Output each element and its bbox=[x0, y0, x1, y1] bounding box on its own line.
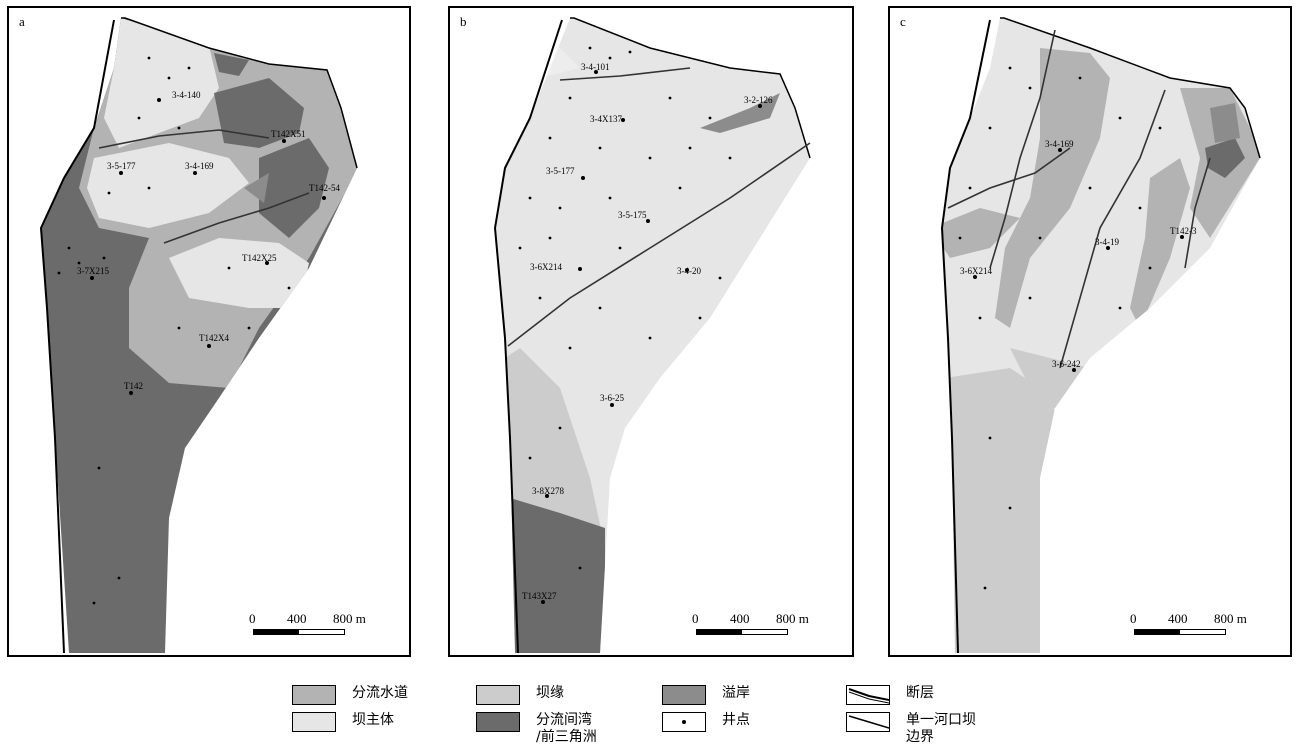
scale-max: 800 m bbox=[776, 611, 809, 626]
well-label: 3-4-101 bbox=[581, 62, 610, 72]
channel-area bbox=[942, 208, 1020, 258]
map-a-canvas bbox=[39, 17, 358, 654]
map-c-canvas bbox=[940, 17, 1261, 654]
fault-symbol-icon bbox=[846, 685, 890, 705]
overbank-swatch bbox=[662, 685, 706, 705]
legend-label: 坝缘 bbox=[536, 685, 564, 701]
legend-label: 溢岸 bbox=[722, 685, 750, 701]
well-label: 3-4-169 bbox=[1045, 139, 1074, 149]
bar-boundary-line bbox=[947, 147, 1071, 209]
well-dot-icon bbox=[662, 712, 706, 732]
fault-line bbox=[940, 19, 991, 654]
fault-line bbox=[1000, 17, 1261, 159]
well-label: 3-6-242 bbox=[1052, 359, 1081, 369]
well-label: 3-6X214 bbox=[530, 262, 562, 272]
bar-boundary-symbol-icon bbox=[846, 712, 890, 732]
bar-boundary-line bbox=[1184, 157, 1211, 269]
interdistributary-area bbox=[259, 138, 329, 238]
overbank-area bbox=[244, 173, 269, 203]
map-panel-c: c 3-4-169 3-4-19 T142-3 3-6X214 3-6-242 … bbox=[888, 6, 1292, 657]
well-label: 3-2-126 bbox=[744, 95, 773, 105]
well-label: T142-54 bbox=[309, 183, 340, 193]
well-label: T142X4 bbox=[199, 333, 229, 343]
scale-bar: 0 400 800 m bbox=[1130, 611, 1280, 641]
panel-label: b bbox=[460, 14, 467, 29]
main-bar-swatch bbox=[292, 712, 336, 732]
overbank-area bbox=[700, 93, 780, 133]
interdistributary-area bbox=[510, 498, 605, 653]
well-label: 3-8X278 bbox=[532, 486, 564, 496]
legend-label: 井点 bbox=[722, 712, 750, 728]
well-label: T142 bbox=[124, 381, 143, 391]
fault-line bbox=[39, 19, 115, 654]
bar-margin-swatch bbox=[476, 685, 520, 705]
well-label: T142-3 bbox=[1170, 226, 1197, 236]
scale-bar: 0 400 800 m bbox=[249, 611, 399, 641]
fault-line bbox=[570, 17, 811, 159]
well-label: 3-5-177 bbox=[546, 166, 575, 176]
well-label: 3-4-140 bbox=[172, 90, 201, 100]
scale-zero: 0 bbox=[1130, 611, 1137, 626]
well-label: 3-5-177 bbox=[107, 161, 136, 171]
overbank-area bbox=[1210, 103, 1240, 143]
bar-boundary-line bbox=[559, 67, 691, 81]
well-points bbox=[518, 46, 762, 604]
scale-mid: 400 bbox=[730, 611, 750, 626]
channel-area bbox=[995, 48, 1110, 328]
well-points bbox=[57, 56, 326, 605]
well-label: 3-4-19 bbox=[1095, 237, 1119, 247]
scale-mid: 400 bbox=[287, 611, 307, 626]
main-bar-area bbox=[104, 18, 219, 148]
well-label: 3-4X137 bbox=[590, 114, 622, 124]
fault-line bbox=[493, 19, 563, 654]
map-panel-b: b 3-4-101 3-2-126 3-4X137 3-5-177 3-5-17… bbox=[448, 6, 854, 657]
well-label: 3-6X214 bbox=[960, 266, 992, 276]
interdistributary-swatch bbox=[476, 712, 520, 732]
well-points bbox=[958, 66, 1184, 590]
legend-label: 断层 bbox=[906, 685, 934, 701]
scale-bar: 0 400 800 m bbox=[692, 611, 842, 641]
scale-mid: 400 bbox=[1168, 611, 1188, 626]
scale-max: 800 m bbox=[1214, 611, 1247, 626]
bar-boundary-line bbox=[163, 192, 310, 244]
main-bar-area bbox=[169, 238, 309, 308]
map-panel-a: a 3-4-140 T142X51 3-5-177 3-4-169 T142-5… bbox=[7, 6, 411, 657]
bar-boundary-line bbox=[98, 129, 270, 149]
channel-area bbox=[1130, 158, 1190, 328]
well-label: 3-5-175 bbox=[618, 210, 647, 220]
legend-label: 分流水道 bbox=[352, 685, 408, 701]
bar-boundary-line bbox=[989, 29, 1056, 269]
well-label: 3-4-20 bbox=[677, 266, 701, 276]
channel-swatch bbox=[292, 685, 336, 705]
interdistributary-area bbox=[214, 78, 304, 148]
legend-label: 坝主体 bbox=[352, 712, 394, 728]
scale-zero: 0 bbox=[692, 611, 699, 626]
scale-zero: 0 bbox=[249, 611, 256, 626]
well-label: 3-7X215 bbox=[77, 266, 109, 276]
bar-margin-area bbox=[945, 368, 1060, 653]
panel-label: a bbox=[19, 14, 25, 29]
interdistributary-area bbox=[214, 53, 249, 76]
legend-label: 分流间湾 /前三角洲 bbox=[536, 712, 597, 745]
bar-boundary-line bbox=[1059, 89, 1166, 369]
map-b-canvas bbox=[493, 17, 811, 654]
main-bar-area bbox=[87, 143, 249, 228]
well-label: 3-6-25 bbox=[600, 393, 624, 403]
legend-label: 单一河口坝 边界 bbox=[906, 712, 976, 745]
scale-max: 800 m bbox=[333, 611, 366, 626]
fault-line bbox=[121, 17, 358, 169]
bar-boundary-line bbox=[507, 142, 811, 347]
well-label: T143X27 bbox=[522, 591, 557, 601]
interdistributary-area bbox=[1205, 138, 1245, 178]
well-label: T142X25 bbox=[242, 253, 277, 263]
well-label: 3-4-169 bbox=[185, 161, 214, 171]
panel-label: c bbox=[900, 14, 906, 29]
well-label: T142X51 bbox=[271, 129, 306, 139]
